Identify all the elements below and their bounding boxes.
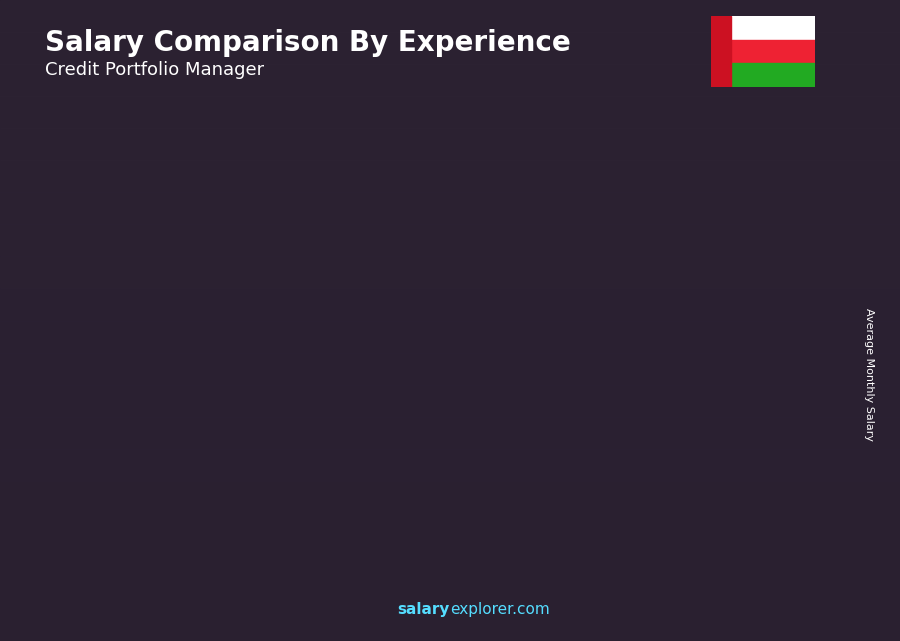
Bar: [0, 513, 900, 545]
Text: 4,360 OMR: 4,360 OMR: [446, 296, 518, 309]
Bar: [0, 320, 900, 353]
Bar: [0, 609, 900, 641]
Bar: [0, 385, 900, 417]
Text: +30%: +30%: [248, 328, 300, 343]
Polygon shape: [205, 365, 282, 387]
Text: Credit Portfolio Manager: Credit Portfolio Manager: [45, 61, 264, 79]
Text: 2,070 OMR: 2,070 OMR: [75, 448, 147, 461]
Bar: [0, 128, 900, 160]
Bar: [0, 577, 900, 609]
Bar: [0, 32, 900, 64]
Polygon shape: [269, 365, 282, 570]
Text: Average Monthly Salary: Average Monthly Salary: [863, 308, 874, 442]
Polygon shape: [393, 311, 406, 570]
Polygon shape: [453, 260, 529, 281]
Bar: [0, 545, 900, 577]
Polygon shape: [81, 412, 158, 433]
Bar: [81, 433, 146, 570]
Text: +21%: +21%: [373, 269, 424, 284]
Text: explorer.com: explorer.com: [450, 602, 550, 617]
Text: 4,770 OMR: 4,770 OMR: [571, 269, 643, 282]
Bar: [700, 238, 765, 570]
Text: Salary Comparison By Experience: Salary Comparison By Experience: [45, 29, 571, 57]
Text: 5,010 OMR: 5,010 OMR: [694, 253, 767, 266]
Bar: [711, 16, 731, 87]
Polygon shape: [146, 412, 158, 570]
Polygon shape: [700, 217, 778, 238]
Polygon shape: [328, 311, 406, 332]
Bar: [0, 0, 900, 32]
Bar: [328, 332, 393, 570]
Bar: [0, 96, 900, 128]
Bar: [453, 281, 517, 570]
Bar: [0, 417, 900, 449]
Bar: [0, 288, 900, 320]
Bar: [730, 63, 815, 87]
Polygon shape: [517, 260, 529, 570]
Text: +9%: +9%: [501, 215, 543, 229]
Bar: [0, 481, 900, 513]
Bar: [0, 160, 900, 192]
Text: salary: salary: [398, 602, 450, 617]
Polygon shape: [577, 233, 653, 254]
Bar: [0, 449, 900, 481]
Bar: [730, 16, 815, 40]
Bar: [577, 254, 641, 570]
Bar: [730, 40, 815, 63]
Bar: [0, 192, 900, 224]
Bar: [0, 353, 900, 385]
Text: +5%: +5%: [626, 183, 666, 199]
Text: +34%: +34%: [124, 378, 176, 394]
Bar: [0, 64, 900, 96]
Bar: [205, 387, 269, 570]
Text: 3,600 OMR: 3,600 OMR: [322, 347, 395, 360]
Polygon shape: [765, 217, 778, 570]
Polygon shape: [641, 233, 653, 570]
Bar: [0, 224, 900, 256]
Bar: [0, 256, 900, 288]
Text: 2,770 OMR: 2,770 OMR: [199, 401, 271, 415]
